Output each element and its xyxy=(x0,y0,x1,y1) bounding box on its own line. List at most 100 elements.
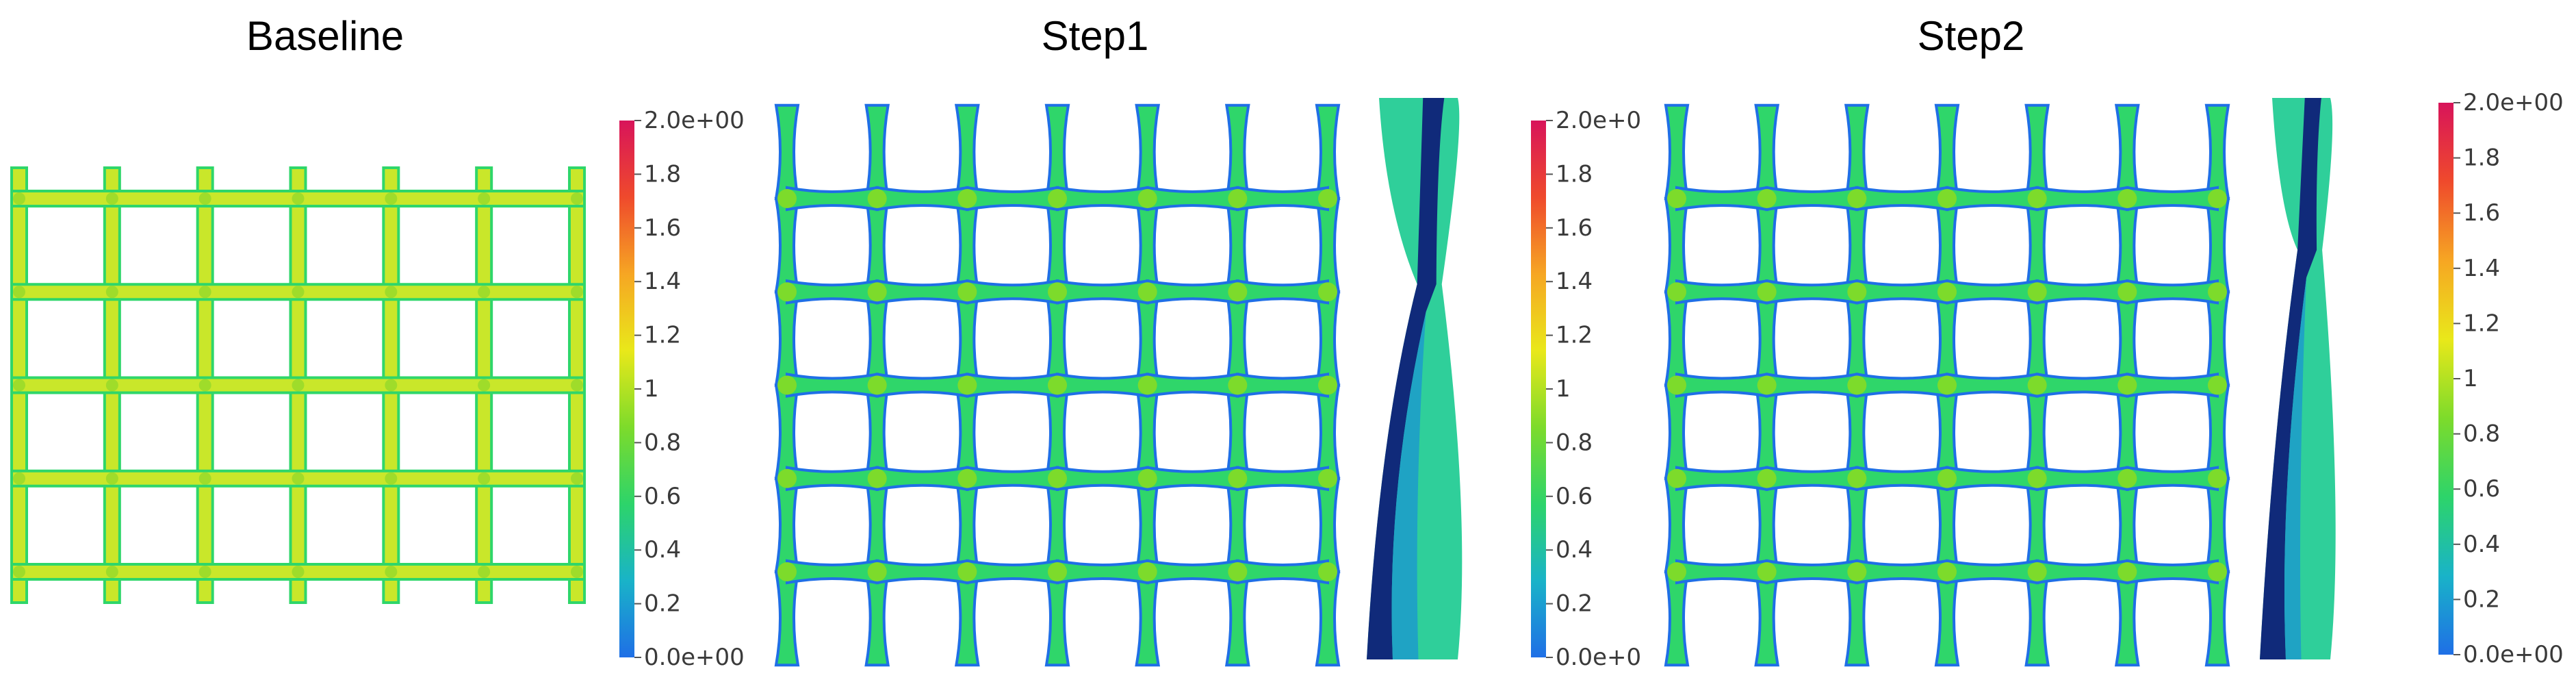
lattice-column-strut xyxy=(1224,477,1250,573)
lattice-node xyxy=(1048,562,1067,581)
colorbar-tick-label: 1.6 xyxy=(644,214,681,242)
lattice-column-strut xyxy=(2024,103,2050,200)
lattice-column-strut xyxy=(1135,103,1161,200)
lattice-column-strut xyxy=(1315,197,1341,294)
twisted-strut-side-view xyxy=(1367,98,1463,659)
lattice-node xyxy=(2208,375,2227,395)
lattice-node xyxy=(1137,282,1157,302)
colorbar-tick-label: 1.2 xyxy=(2463,310,2500,337)
lattice-column-strut xyxy=(1044,290,1070,387)
panel-title: Step1 xyxy=(1041,13,1149,59)
lattice-row-strut xyxy=(1675,279,1768,305)
lattice-column-strut xyxy=(1754,103,1780,200)
lattice-node xyxy=(1757,562,1777,581)
lattice-column-strut xyxy=(1044,197,1070,294)
lattice-node xyxy=(1228,562,1248,581)
lattice-column-strut xyxy=(2204,290,2230,387)
lattice-column-strut xyxy=(1934,477,1960,573)
lattice-node xyxy=(105,472,118,485)
colorbar-tick-label: 0.8 xyxy=(2463,420,2500,448)
lattice-row-strut xyxy=(1675,186,1768,212)
lattice-row-strut xyxy=(966,466,1059,492)
colorbar-tick-label: 0.2 xyxy=(644,590,681,618)
colorbar-tick-label: 1.4 xyxy=(644,268,681,295)
colorbar-tick-label: 1.4 xyxy=(1556,268,1593,295)
lattice-node xyxy=(478,192,491,205)
lattice-node xyxy=(1318,282,1337,302)
lattice-column-strut xyxy=(1315,103,1341,200)
lattice-node xyxy=(385,379,398,392)
lattice-column-strut xyxy=(1315,570,1341,667)
lattice-column-strut xyxy=(1135,290,1161,387)
lattice-node xyxy=(2027,282,2047,302)
panel-title: Baseline xyxy=(246,13,404,59)
lattice-node xyxy=(957,562,977,581)
lattice-node xyxy=(478,472,491,485)
lattice-node xyxy=(1937,375,1957,395)
lattice-node xyxy=(13,286,25,299)
lattice-node xyxy=(1847,562,1867,581)
lattice-node xyxy=(2208,468,2227,488)
colorbar-tick-label: 0.4 xyxy=(644,536,681,564)
lattice-node xyxy=(1757,189,1777,208)
lattice-column-strut xyxy=(1135,383,1161,480)
lattice-node xyxy=(1757,282,1777,302)
lattice-row-strut xyxy=(2035,466,2129,492)
colorbar-tick-label: 1.2 xyxy=(644,322,681,349)
colorbar-tick-label: 0.4 xyxy=(2463,531,2500,558)
lattice-row-strut xyxy=(2035,559,2129,585)
side-view-mid-region xyxy=(2284,277,2307,659)
lattice-row-strut xyxy=(875,466,969,492)
lattice-row-strut xyxy=(2126,466,2219,492)
lattice-node xyxy=(2027,375,2047,395)
colorbar-tick-label: 0.0e+00 xyxy=(644,644,745,671)
lattice-row-strut xyxy=(1236,559,1329,585)
side-view-low-region xyxy=(1367,98,1445,659)
lattice-row-strut xyxy=(966,373,1059,398)
lattice-node xyxy=(957,282,977,302)
lattice-node xyxy=(198,286,211,299)
lattice-node xyxy=(478,379,491,392)
lattice-row-strut xyxy=(1236,466,1329,492)
lattice-column-strut xyxy=(954,290,980,387)
colorbar-tick-label: 1.6 xyxy=(2463,199,2500,227)
lattice-row-strut xyxy=(1855,466,1948,492)
lattice-node xyxy=(2117,189,2137,208)
lattice-node xyxy=(13,192,25,205)
lattice-node xyxy=(777,282,797,302)
colorbar: 2.0e+00 1.8 1.6 1.4 1.2 1 0.8 0.6 0.4 0.2 0.0e+00 xyxy=(619,107,745,671)
colorbar-tick-label: 1 xyxy=(1556,375,1571,403)
lattice-column-strut xyxy=(1844,197,1870,294)
lattice-row-strut xyxy=(2035,279,2129,305)
lattice-row-strut xyxy=(786,559,879,585)
lattice-node xyxy=(2027,468,2047,488)
lattice-node xyxy=(1937,282,1957,302)
lattice-row-strut xyxy=(1146,186,1239,212)
lattice-row-strut xyxy=(786,373,879,398)
side-view-low-region xyxy=(2260,98,2321,659)
lattice-node xyxy=(13,379,25,392)
lattice-column-strut xyxy=(1934,103,1960,200)
lattice-column-strut xyxy=(1224,103,1250,200)
lattice-row-strut xyxy=(2126,186,2219,212)
lattice-node xyxy=(1137,562,1157,581)
lattice-node xyxy=(385,472,398,485)
lattice-node xyxy=(1937,468,1957,488)
lattice-node xyxy=(1667,189,1686,208)
lattice-column-strut xyxy=(864,290,890,387)
lattice-column-strut xyxy=(2204,383,2230,480)
lattice-column-strut xyxy=(1315,477,1341,573)
lattice-column-strut xyxy=(864,477,890,573)
lattice-column-strut xyxy=(2204,570,2230,667)
lattice-column-strut xyxy=(1664,197,1690,294)
lattice-column-strut xyxy=(1135,477,1161,573)
lattice-row-strut xyxy=(875,186,969,212)
lattice-row-strut xyxy=(966,559,1059,585)
lattice-node xyxy=(1847,468,1867,488)
lattice-node xyxy=(777,375,797,395)
lattice xyxy=(10,166,586,604)
lattice-node xyxy=(1228,468,1248,488)
lattice-column-strut xyxy=(1224,290,1250,387)
lattice-row-strut xyxy=(1146,279,1239,305)
lattice-row-strut xyxy=(1236,373,1329,398)
